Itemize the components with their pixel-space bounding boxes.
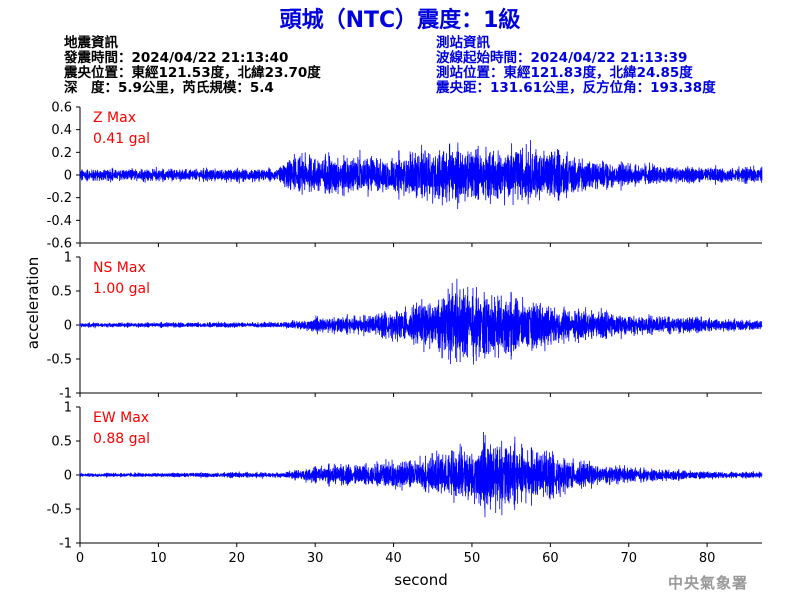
y-tick-label: 1 xyxy=(64,251,72,266)
station-info: 測站資訊 波線起始時間：2024/04/22 21:13:39 測站位置：東經1… xyxy=(436,36,716,96)
max-value-Z: 0.41 gal xyxy=(93,131,150,147)
waveform-NS xyxy=(79,278,763,365)
y-tick-label: -0.5 xyxy=(47,503,72,518)
y-tick-label: -1 xyxy=(59,387,72,402)
wave-start-time: 波線起始時間：2024/04/22 21:13:39 xyxy=(436,50,688,66)
max-label-NS: NS Max xyxy=(93,260,146,276)
waveform-Z xyxy=(79,139,763,210)
y-tick-label: 0.4 xyxy=(51,123,72,138)
earthquake-info-heading: 地震資訊 xyxy=(64,35,118,51)
x-tick-label: 50 xyxy=(464,551,481,566)
y-tick-label: 0.5 xyxy=(51,435,72,450)
max-value-NS: 1.00 gal xyxy=(93,281,150,297)
x-axis-label: second xyxy=(394,571,448,589)
x-tick-label: 10 xyxy=(150,551,167,566)
y-tick-label: 0.6 xyxy=(51,101,72,116)
x-tick-label: 40 xyxy=(385,551,402,566)
chart-title: 頭城（NTC）震度：1級 xyxy=(279,8,521,33)
y-tick-label: 0 xyxy=(64,169,72,184)
epicenter-location: 震央位置：東經121.53度，北緯23.70度 xyxy=(64,65,321,81)
max-value-EW: 0.88 gal xyxy=(93,431,150,447)
y-tick-label: -0.5 xyxy=(47,353,72,368)
y-tick-label: 0 xyxy=(64,319,72,334)
y-tick-label: 1 xyxy=(64,401,72,416)
x-tick-label: 70 xyxy=(620,551,637,566)
y-tick-label: -0.2 xyxy=(47,191,72,206)
depth-magnitude: 深 度：5.9公里，芮氏規模：5.4 xyxy=(64,80,274,96)
y-tick-label: -0.6 xyxy=(47,237,72,252)
station-location: 測站位置：東經121.83度，北緯24.85度 xyxy=(436,65,693,81)
y-tick-label: 0.5 xyxy=(51,285,72,300)
y-tick-label: 0.2 xyxy=(51,146,72,161)
x-tick-label: 20 xyxy=(229,551,246,566)
x-tick-label: 30 xyxy=(307,551,324,566)
origin-time: 發震時間：2024/04/22 21:13:40 xyxy=(64,50,289,66)
station-info-heading: 測站資訊 xyxy=(436,35,490,51)
distance-azimuth: 震央距：131.61公里，反方位角：193.38度 xyxy=(436,80,716,96)
y-tick-label: 0 xyxy=(64,469,72,484)
y-tick-label: -0.4 xyxy=(47,214,72,229)
y-axis-label: acceleration xyxy=(24,257,42,349)
waveform-EW xyxy=(79,432,763,518)
x-tick-label: 60 xyxy=(542,551,559,566)
agency-watermark: 中央氣象署 xyxy=(667,574,748,592)
max-label-EW: EW Max xyxy=(93,410,149,426)
x-tick-label: 80 xyxy=(699,551,716,566)
max-label-Z: Z Max xyxy=(93,110,136,126)
y-tick-label: -1 xyxy=(59,537,72,552)
x-tick-label: 0 xyxy=(76,551,84,566)
earthquake-info: 地震資訊 發震時間：2024/04/22 21:13:40 震央位置：東經121… xyxy=(64,36,321,96)
